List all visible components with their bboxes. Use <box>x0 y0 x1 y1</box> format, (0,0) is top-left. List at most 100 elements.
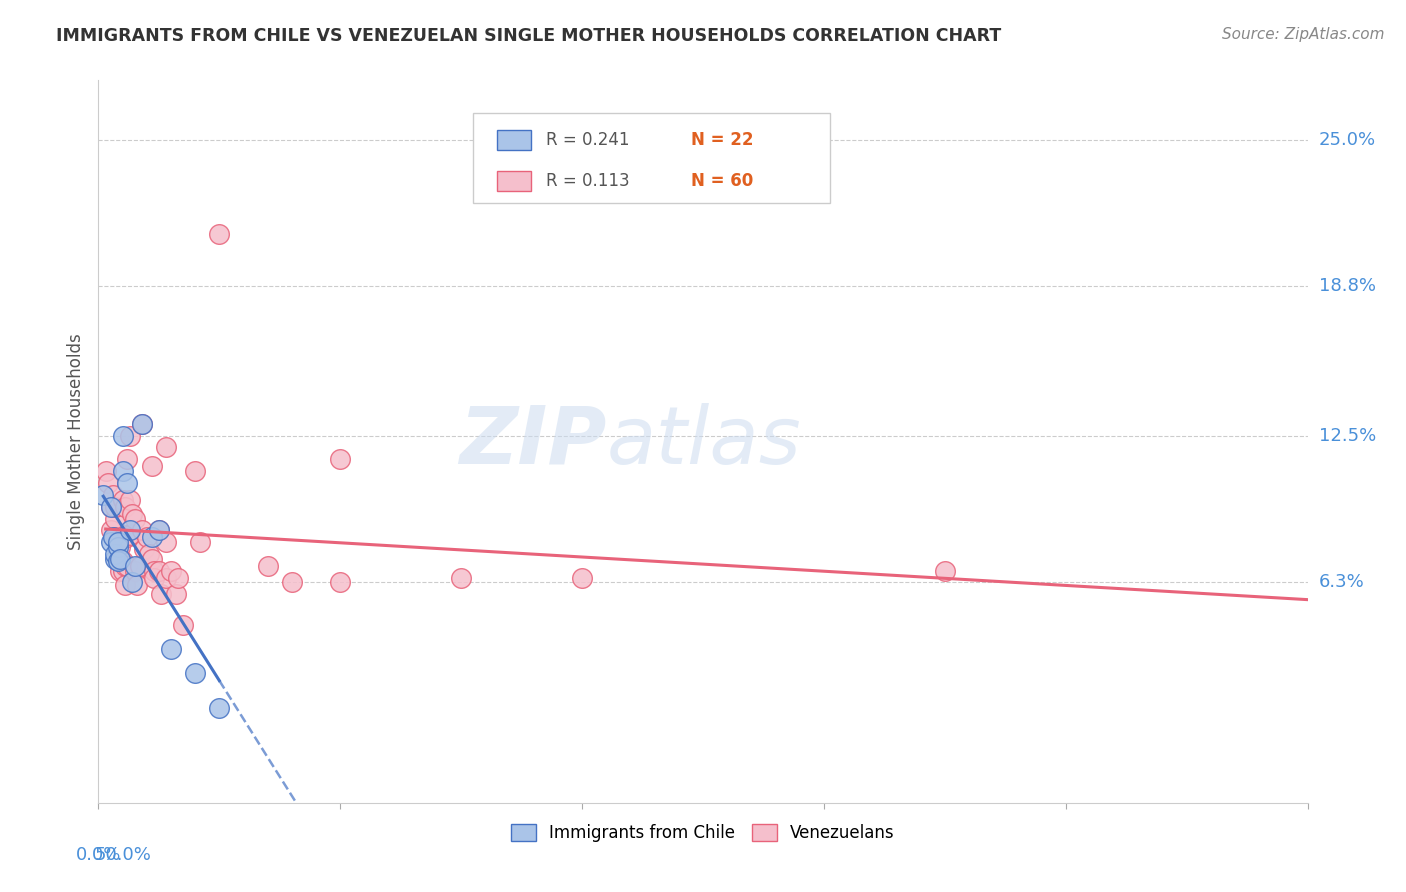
FancyBboxPatch shape <box>474 112 830 203</box>
Point <box>117 531 139 545</box>
Point <box>141 531 163 545</box>
Text: ZIP: ZIP <box>458 402 606 481</box>
Text: 18.8%: 18.8% <box>1319 277 1375 295</box>
Point <box>143 564 166 578</box>
Point <box>104 551 127 566</box>
Point <box>143 571 166 585</box>
Point <box>104 547 127 561</box>
Text: R = 0.113: R = 0.113 <box>546 172 630 190</box>
Point <box>148 524 170 538</box>
Y-axis label: Single Mother Households: Single Mother Households <box>66 334 84 549</box>
Point <box>117 452 139 467</box>
Point <box>208 227 231 242</box>
Point <box>121 575 143 590</box>
Point <box>101 488 124 502</box>
Text: IMMIGRANTS FROM CHILE VS VENEZUELAN SINGLE MOTHER HOUSEHOLDS CORRELATION CHART: IMMIGRANTS FROM CHILE VS VENEZUELAN SING… <box>56 27 1001 45</box>
Point <box>184 464 207 478</box>
Point <box>91 488 114 502</box>
Point <box>107 535 129 549</box>
Point <box>165 587 187 601</box>
Point <box>118 492 141 507</box>
Point <box>107 535 129 549</box>
Point <box>104 511 127 525</box>
Point <box>571 571 593 585</box>
Point <box>208 701 231 715</box>
Point <box>167 571 190 585</box>
Point <box>127 578 149 592</box>
Point <box>118 528 141 542</box>
Point <box>100 535 122 549</box>
Point <box>97 475 120 490</box>
Point <box>114 500 136 514</box>
Point <box>114 558 136 573</box>
Point <box>188 535 211 549</box>
FancyBboxPatch shape <box>498 129 531 150</box>
Legend: Immigrants from Chile, Venezuelans: Immigrants from Chile, Venezuelans <box>505 817 901 848</box>
Point <box>111 428 134 442</box>
Point <box>111 492 134 507</box>
Point <box>155 441 177 455</box>
Point <box>934 564 956 578</box>
Text: Source: ZipAtlas.com: Source: ZipAtlas.com <box>1222 27 1385 42</box>
Text: 25.0%: 25.0% <box>1319 130 1376 148</box>
Point <box>131 417 153 431</box>
Point <box>111 554 134 568</box>
Point <box>131 524 153 538</box>
Point <box>101 531 124 545</box>
Point <box>131 417 153 431</box>
Point <box>108 551 131 566</box>
Point <box>114 528 136 542</box>
Point <box>100 500 122 514</box>
Point <box>114 578 136 592</box>
Point <box>124 564 146 578</box>
Point <box>108 551 131 566</box>
Point <box>329 452 352 467</box>
Text: R = 0.241: R = 0.241 <box>546 130 630 149</box>
Point <box>107 540 129 554</box>
Point <box>148 524 170 538</box>
Point <box>94 464 117 478</box>
Point <box>108 564 131 578</box>
Point <box>117 558 139 573</box>
Point <box>107 554 129 568</box>
Point <box>118 428 141 442</box>
Text: N = 60: N = 60 <box>690 172 754 190</box>
Point <box>155 571 177 585</box>
Text: N = 22: N = 22 <box>690 130 754 149</box>
Point <box>118 524 141 538</box>
Point <box>150 587 173 601</box>
Point <box>141 459 163 474</box>
Point <box>117 475 139 490</box>
Point <box>160 564 183 578</box>
Point <box>100 500 122 514</box>
Text: 50.0%: 50.0% <box>94 847 150 864</box>
Text: atlas: atlas <box>606 402 801 481</box>
Point <box>450 571 472 585</box>
Point <box>148 564 170 578</box>
Point <box>184 665 207 680</box>
Point <box>100 524 122 538</box>
Point <box>172 618 194 632</box>
Point <box>141 551 163 566</box>
Point <box>111 464 134 478</box>
Point <box>104 531 127 545</box>
Text: 6.3%: 6.3% <box>1319 574 1364 591</box>
Point <box>124 558 146 573</box>
Point <box>124 511 146 525</box>
Point <box>138 547 160 561</box>
Point <box>121 507 143 521</box>
Point <box>134 542 156 557</box>
FancyBboxPatch shape <box>498 171 531 191</box>
Point <box>108 540 131 554</box>
Point <box>155 535 177 549</box>
Point <box>281 575 304 590</box>
Point <box>329 575 352 590</box>
Point <box>107 547 129 561</box>
Text: 0.0%: 0.0% <box>76 847 121 864</box>
Point <box>104 500 127 514</box>
Point <box>160 641 183 656</box>
Text: 12.5%: 12.5% <box>1319 426 1376 444</box>
Point <box>135 531 157 545</box>
Point <box>128 558 150 573</box>
Point <box>256 558 278 573</box>
